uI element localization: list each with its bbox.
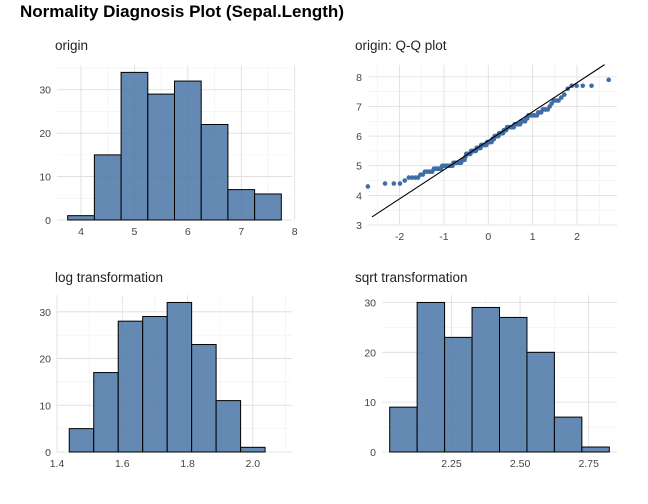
histogram-bars (68, 301, 266, 453)
x-tick-label: 2.25 (441, 458, 462, 470)
histogram-bar (200, 123, 229, 221)
qq-point (391, 181, 397, 186)
x-tick-label: 2.0 (246, 458, 261, 470)
histogram-bar (147, 93, 176, 221)
x-tick-label: 6 (185, 226, 191, 238)
histogram-bar (499, 316, 528, 453)
x-tick-label: 1 (530, 231, 536, 243)
qq-point (580, 83, 586, 89)
y-tick-label: 8 (356, 72, 362, 84)
y-tick-label: 7 (356, 101, 362, 113)
histogram-bar (416, 301, 446, 453)
qq-point (558, 95, 564, 100)
histogram-bar (444, 336, 473, 453)
qq-point (406, 175, 412, 180)
histogram-bar (240, 446, 266, 453)
panel-sqrt: sqrt transformation 2.25 2.50 2.75 0 10 20 30 (355, 270, 617, 470)
x-tick-label: -1 (439, 231, 448, 243)
x-tick-label: 5 (132, 226, 138, 238)
histogram-bar (93, 372, 119, 453)
histogram-bar (389, 406, 418, 453)
histogram-bar (120, 71, 149, 221)
panel-title: origin (55, 38, 88, 53)
histogram-bar (215, 400, 242, 453)
histogram-bars (67, 71, 282, 221)
y-tick-label: 5 (356, 161, 362, 173)
histogram-bar (142, 315, 168, 453)
panel-title: sqrt transformation (355, 270, 468, 285)
y-tick-label: 6 (356, 131, 362, 143)
histogram-bar (471, 306, 500, 453)
x-tick-label: 8 (292, 226, 298, 238)
qq-point (589, 83, 594, 89)
histogram-bar (117, 320, 144, 453)
histogram-bar (553, 416, 583, 453)
panel-log: log transformation 1.4 1.6 1.8 2.0 0 10 20 30 (39, 270, 292, 470)
y-tick-label: 10 (364, 397, 376, 409)
x-tick-label: 1.8 (180, 458, 195, 470)
panel-origin: origin 4 5 6 7 8 0 10 20 30 (39, 38, 297, 238)
y-tick-label: 0 (45, 447, 51, 459)
plot-title: Normality Diagnosis Plot (Sepal.Length) (20, 2, 344, 21)
histogram-bar (68, 428, 95, 453)
y-tick-label: 3 (356, 220, 362, 232)
y-tick-label: 0 (370, 447, 376, 459)
panel-qq: origin: Q-Q plot -2 -1 0 1 2 3 4 5 6 7 8 (355, 38, 617, 243)
y-tick-label: 20 (364, 347, 376, 359)
x-tick-label: 0 (485, 231, 491, 243)
histogram-bar (581, 446, 610, 453)
gridlines (368, 65, 617, 226)
y-tick-label: 30 (364, 297, 376, 309)
panel-title: origin: Q-Q plot (355, 38, 447, 53)
panel-title: log transformation (55, 270, 163, 285)
histogram-bar (67, 215, 95, 221)
y-tick-label: 0 (45, 215, 51, 227)
y-tick-label: 30 (39, 85, 51, 97)
x-tick-label: 1.4 (50, 458, 65, 470)
qq-point (365, 184, 371, 189)
qq-reference-line (371, 64, 605, 218)
qq-point (397, 181, 403, 186)
qq-point (562, 92, 567, 97)
y-tick-label: 30 (39, 307, 51, 319)
y-tick-label: 4 (356, 190, 362, 202)
y-tick-label: 20 (39, 128, 51, 140)
histogram-bar (166, 301, 193, 453)
qq-point (402, 178, 408, 183)
histogram-bar (93, 154, 122, 221)
histogram-bar (254, 193, 282, 221)
histogram-bars (389, 301, 610, 453)
x-tick-label: -2 (395, 231, 404, 243)
y-tick-label: 10 (39, 172, 51, 184)
histogram-bar (191, 344, 217, 453)
histogram-bar (227, 189, 256, 221)
qq-point (606, 77, 612, 83)
y-tick-label: 10 (39, 400, 51, 412)
x-tick-label: 2 (574, 231, 580, 243)
x-tick-label: 2.75 (579, 458, 600, 470)
x-tick-label: 2.50 (510, 458, 531, 470)
histogram-bar (174, 80, 202, 221)
qq-point (556, 98, 561, 103)
x-tick-label: 7 (238, 226, 244, 238)
qq-point (382, 181, 388, 186)
qq-point (574, 83, 579, 89)
histogram-bar (526, 351, 555, 453)
y-tick-label: 20 (39, 354, 51, 366)
x-tick-label: 4 (78, 226, 84, 238)
x-tick-label: 1.6 (115, 458, 130, 470)
